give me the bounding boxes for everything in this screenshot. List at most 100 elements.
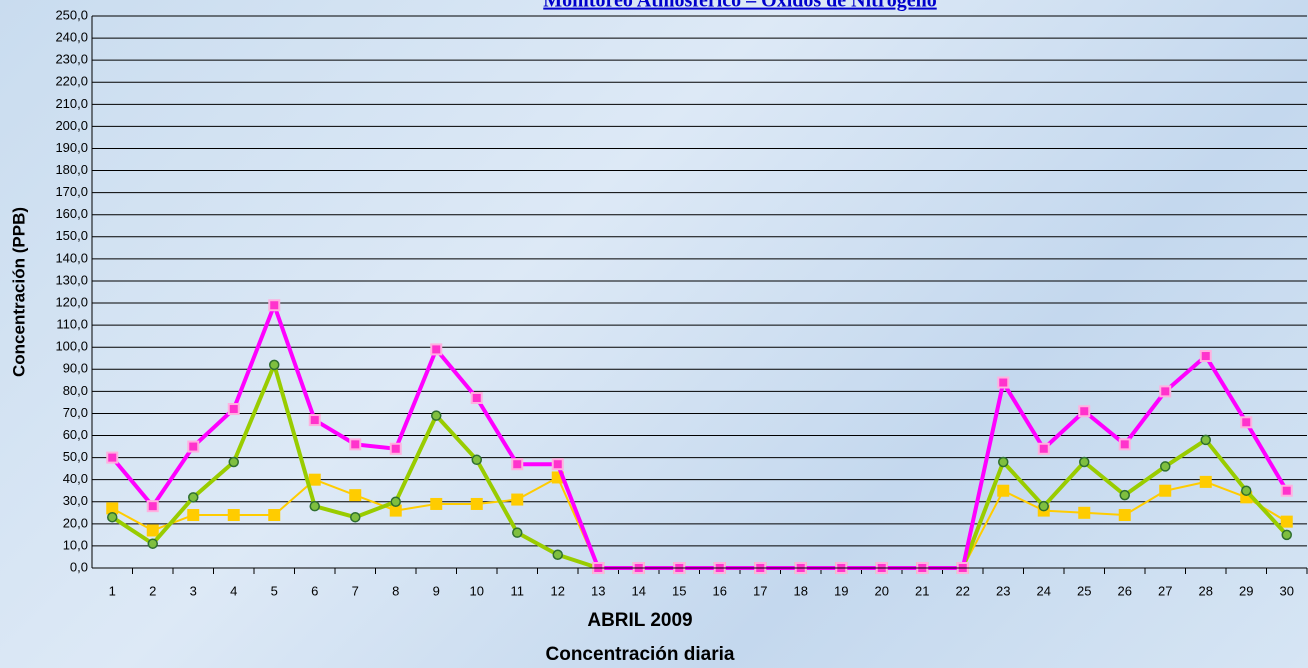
marker <box>308 473 321 486</box>
x-tick-label: 3 <box>190 583 197 598</box>
marker <box>146 524 159 537</box>
x-tick-label: 10 <box>470 583 484 598</box>
marker <box>187 509 200 522</box>
series-line <box>110 303 1289 570</box>
marker <box>1280 484 1293 497</box>
series-line <box>111 362 1289 570</box>
marker <box>146 500 159 513</box>
marker <box>512 527 523 538</box>
y-tick-label: 130,0 <box>55 272 88 287</box>
marker <box>511 458 524 471</box>
marker <box>1281 529 1292 541</box>
y-tick-label: 10,0 <box>63 537 88 552</box>
x-tick-label: 4 <box>230 583 237 598</box>
x-tick-label: 22 <box>956 583 970 598</box>
x-tick-label: 2 <box>149 583 156 598</box>
marker <box>1159 385 1172 398</box>
marker <box>998 456 1009 468</box>
y-tick-label: 60,0 <box>63 427 88 442</box>
marker <box>1199 350 1212 363</box>
x-tick-label: 9 <box>433 583 440 598</box>
marker <box>470 497 483 510</box>
x-tick-label: 8 <box>392 583 399 598</box>
y-tick-label: 150,0 <box>55 228 88 243</box>
y-tick-label: 0,0 <box>70 559 88 574</box>
marker <box>389 504 402 517</box>
y-tick-label: 250,0 <box>55 7 88 22</box>
marker <box>1079 456 1090 468</box>
marker <box>1241 485 1252 496</box>
x-tick-label: 25 <box>1077 583 1091 598</box>
marker <box>471 454 482 466</box>
marker <box>349 438 362 451</box>
y-tick-label: 90,0 <box>63 361 88 376</box>
x-tick-label: 13 <box>591 583 605 598</box>
x-tick-label: 20 <box>875 583 889 598</box>
marker <box>269 359 280 371</box>
y-tick-label: 220,0 <box>55 74 88 89</box>
marker <box>268 509 281 522</box>
marker <box>430 497 443 510</box>
marker <box>1159 484 1172 497</box>
x-tick-label: 6 <box>311 583 318 598</box>
marker <box>106 451 119 464</box>
marker <box>350 511 361 523</box>
y-tick-label: 140,0 <box>55 250 88 265</box>
y-tick-label: 190,0 <box>55 140 88 155</box>
marker <box>1200 434 1211 446</box>
marker <box>1118 509 1131 522</box>
x-tick-label: 16 <box>713 583 727 598</box>
marker <box>470 391 483 404</box>
subtitle: Concentración diaria <box>546 644 735 665</box>
marker <box>997 376 1010 389</box>
marker <box>228 456 239 468</box>
y-tick-label: 100,0 <box>55 339 88 354</box>
marker <box>1118 438 1131 451</box>
marker <box>1280 515 1293 528</box>
marker <box>147 538 158 549</box>
x-tick-label: 12 <box>551 583 565 598</box>
marker <box>552 549 563 561</box>
y-tick-label: 80,0 <box>63 383 88 398</box>
y-tick-label: 110,0 <box>56 317 88 332</box>
x-tick-label: 27 <box>1158 583 1172 598</box>
marker <box>511 493 524 506</box>
y-axis-label: Concentración (PPB) <box>9 207 28 377</box>
marker <box>309 500 320 512</box>
y-tick-label: 170,0 <box>55 184 88 199</box>
y-tick-label: 20,0 <box>63 515 88 530</box>
series-line <box>111 476 1288 569</box>
x-tick-label: 18 <box>794 583 808 598</box>
marker <box>308 414 321 427</box>
x-tick-label: 19 <box>834 583 848 598</box>
y-tick-label: 120,0 <box>55 294 88 309</box>
marker <box>431 410 442 421</box>
x-tick-label: 1 <box>109 583 116 598</box>
x-tick-label: 5 <box>271 583 278 598</box>
marker <box>389 442 402 455</box>
marker <box>188 492 199 503</box>
x-tick-label: 14 <box>632 583 646 598</box>
x-axis-label: ABRIL 2009 <box>587 610 692 631</box>
marker <box>997 484 1010 497</box>
marker <box>1240 416 1253 429</box>
y-tick-label: 40,0 <box>63 471 88 486</box>
y-tick-label: 240,0 <box>55 30 88 45</box>
marker <box>1119 489 1130 501</box>
x-tick-label: 29 <box>1239 583 1253 598</box>
marker <box>430 343 443 356</box>
y-tick-label: 200,0 <box>55 118 88 133</box>
x-tick-label: 24 <box>1037 583 1051 598</box>
x-tick-label: 30 <box>1280 583 1294 598</box>
y-tick-label: 30,0 <box>63 493 88 508</box>
x-tick-label: 23 <box>996 583 1010 598</box>
marker <box>1078 405 1091 418</box>
chart-title: Monitoreo Atmosférico – Óxidos de Nitróg… <box>543 0 936 12</box>
marker <box>227 403 240 416</box>
y-tick-label: 50,0 <box>63 449 88 464</box>
x-tick-label: 7 <box>352 583 359 598</box>
x-tick-label: 17 <box>753 583 767 598</box>
marker <box>268 299 281 312</box>
marker <box>187 440 200 453</box>
